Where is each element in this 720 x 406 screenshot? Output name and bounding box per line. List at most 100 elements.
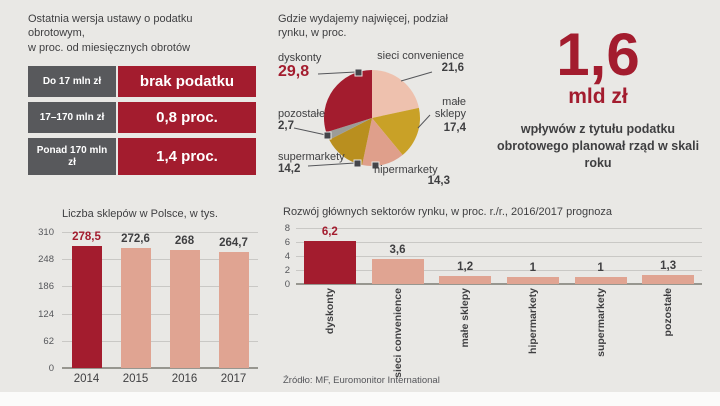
pie-label-hipermarkety: hipermarkety xyxy=(374,164,438,176)
tax-table-title: Ostatnia wersja ustawy o podatku obrotow… xyxy=(28,13,193,54)
bar-value-label: 1,2 xyxy=(457,260,474,273)
headline-description: wpływów z tytułu podatku obrotowego plan… xyxy=(496,122,700,170)
callout-line-sieci-convenience xyxy=(400,71,433,82)
bar-supermarkety xyxy=(574,277,627,284)
pie-label-male-sklepy: małe sklepy xyxy=(434,96,466,121)
pie-slice-małe-sklepy xyxy=(372,107,421,155)
x-category-label: supermarkety xyxy=(567,288,635,384)
pie-callout-lines xyxy=(293,71,433,167)
pie-label-sieci-convenience: sieci convenience xyxy=(377,50,464,62)
x-category-label: 2016 xyxy=(171,373,198,385)
tax-table-row: 17–170 mln zł 0,8 proc. xyxy=(28,102,256,133)
x-category-label-text: sieci convenience xyxy=(391,288,404,378)
x-category-label: 2015 xyxy=(122,373,149,385)
gridline xyxy=(296,242,702,243)
bar-2016 xyxy=(169,250,200,368)
tax-rate-value: brak podatku xyxy=(118,66,256,97)
bottom-strip xyxy=(0,392,720,406)
bar-2014 xyxy=(71,245,102,368)
gridline xyxy=(62,367,258,369)
bar-value-label: 3,6 xyxy=(389,243,406,256)
pie-marker-hipermarkety xyxy=(371,161,380,170)
bar-value-label: 1 xyxy=(529,262,537,274)
gridline xyxy=(296,270,702,271)
headline-value: 1,6 xyxy=(556,21,640,88)
y-axis: 310 248 186 124 62 0 xyxy=(30,227,58,392)
y-tick-label: 4 xyxy=(284,251,290,262)
y-tick-label: 2 xyxy=(284,265,290,276)
pie-label-pozostale: pozostałe xyxy=(278,108,326,120)
pie-slice-sieci-convenience xyxy=(372,70,419,118)
x-category-label: małe sklepy xyxy=(431,288,499,384)
pie-marker-supermarkety xyxy=(353,159,362,168)
y-axis: 8 6 4 2 0 xyxy=(270,223,294,392)
pie-slice-supermarkety xyxy=(329,118,372,165)
y-tick-label: 248 xyxy=(38,254,54,266)
x-category-label: 2014 xyxy=(73,373,100,385)
tax-rate-value: 0,8 proc. xyxy=(118,102,256,133)
gridline xyxy=(296,283,702,285)
bar-value-label: 264,7 xyxy=(219,236,248,249)
bar-małe-sklepy xyxy=(439,275,492,284)
y-tick-label: 0 xyxy=(48,363,54,374)
bar-value-label: 272,6 xyxy=(121,233,150,246)
y-tick-label: 186 xyxy=(38,281,54,293)
x-category-label: dyskonty xyxy=(296,288,364,384)
pie-value-pozostale: 2,7 xyxy=(278,120,294,132)
bar-2015 xyxy=(120,248,151,368)
pie-value-sieci-convenience: 21,6 xyxy=(441,62,464,74)
pie-value-dyskonty: 29,8 xyxy=(278,63,310,80)
x-category-label-text: pozostałe xyxy=(662,288,675,337)
gridline xyxy=(62,286,258,288)
bar-pozostałe xyxy=(642,274,695,284)
pie-value-supermarkety: 14,2 xyxy=(278,163,301,175)
y-tick-label: 310 xyxy=(38,227,54,238)
x-category-label-text: hipermarkety xyxy=(526,288,539,354)
x-category-label-text: supermarkety xyxy=(594,288,607,357)
gridline xyxy=(62,259,258,261)
source-note: Źródło: MF, Euromonitor International xyxy=(283,375,440,386)
x-category-label: hipermarkety xyxy=(499,288,567,384)
y-tick-label: 8 xyxy=(284,223,290,234)
pie-value-hipermarkety: 14,3 xyxy=(427,175,450,187)
pie-value-male-sklepy: 17,4 xyxy=(443,122,466,134)
y-tick-label: 124 xyxy=(38,308,54,320)
tax-table-row: Ponad 170 mln zł 1,4 proc. xyxy=(28,138,256,175)
x-category-label: sieci convenience xyxy=(364,288,432,384)
tax-threshold-label: Do 17 mln zł xyxy=(28,66,116,97)
shops-chart-title: Liczba sklepów w Polsce, w tys. xyxy=(62,208,218,220)
bar-sieci-convenience xyxy=(371,258,424,284)
pie-marker-dyskonty xyxy=(354,68,363,77)
headline: 1,6 mld zł wpływów z tytułu podatku obro… xyxy=(486,21,710,172)
x-category-label-text: małe sklepy xyxy=(459,288,472,348)
bar-hipermarkety xyxy=(506,277,559,284)
y-tick-label: 0 xyxy=(284,279,290,290)
plot-area: 278,5 2014 272,6 2015 268 2016 264,7 2017 xyxy=(62,230,258,385)
x-category-label: pozostałe xyxy=(634,288,702,384)
pie-slice-dyskonty xyxy=(324,70,372,133)
pie-chart-title: Gdzie wydajemy najwięcej, podział rynku,… xyxy=(278,13,448,40)
gridline xyxy=(296,256,702,257)
pie-slice-hipermarkety xyxy=(362,118,403,166)
pie-label-supermarkety: supermarkety xyxy=(278,151,345,163)
pie-marker-pozostale xyxy=(323,131,332,140)
gridline xyxy=(296,228,702,229)
bar-value-label: 6,2 xyxy=(321,225,338,238)
bar-value-label: 1,3 xyxy=(660,259,677,272)
gridline xyxy=(62,313,258,315)
pie-slices xyxy=(324,70,421,166)
tax-table-row: Do 17 mln zł brak podatku xyxy=(28,66,256,97)
tax-threshold-label: 17–170 mln zł xyxy=(28,102,116,133)
pie-slice-pozostałe xyxy=(326,118,372,140)
bar-value-label: 278,5 xyxy=(72,230,101,243)
shops-bar-chart: 310 248 186 124 62 0 278,5 2014 272,6 2015 268 201… xyxy=(30,227,258,392)
plot-area: 6,2 dyskonty 3,6 sieci convenience 1,2 małe s… xyxy=(296,225,702,378)
bar-value-label: 268 xyxy=(174,235,195,248)
y-tick-label: 62 xyxy=(43,335,54,347)
sectors-chart-title: Rozwój głównych sektorów rynku, w proc. … xyxy=(283,206,612,218)
pie-label-dyskonty: dyskonty xyxy=(278,52,322,64)
y-tick-label: 6 xyxy=(284,237,290,248)
x-category-label-text: dyskonty xyxy=(323,288,336,335)
callout-line-dyskonty xyxy=(317,71,357,75)
gridline xyxy=(62,232,258,233)
